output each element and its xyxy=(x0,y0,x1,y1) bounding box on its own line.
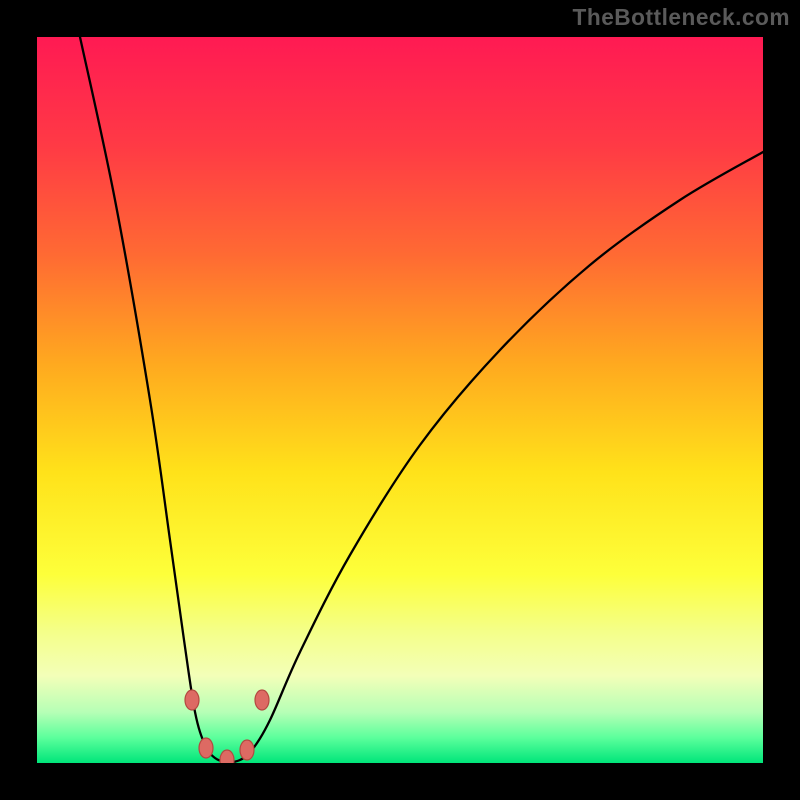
stage: TheBottleneck.com xyxy=(0,0,800,800)
curve-marker xyxy=(255,690,269,710)
chart-svg xyxy=(0,0,800,800)
curve-marker xyxy=(185,690,199,710)
plot-background xyxy=(37,37,763,763)
curve-marker xyxy=(240,740,254,760)
curve-marker xyxy=(199,738,213,758)
curve-marker xyxy=(220,750,234,770)
watermark-text: TheBottleneck.com xyxy=(573,4,790,31)
